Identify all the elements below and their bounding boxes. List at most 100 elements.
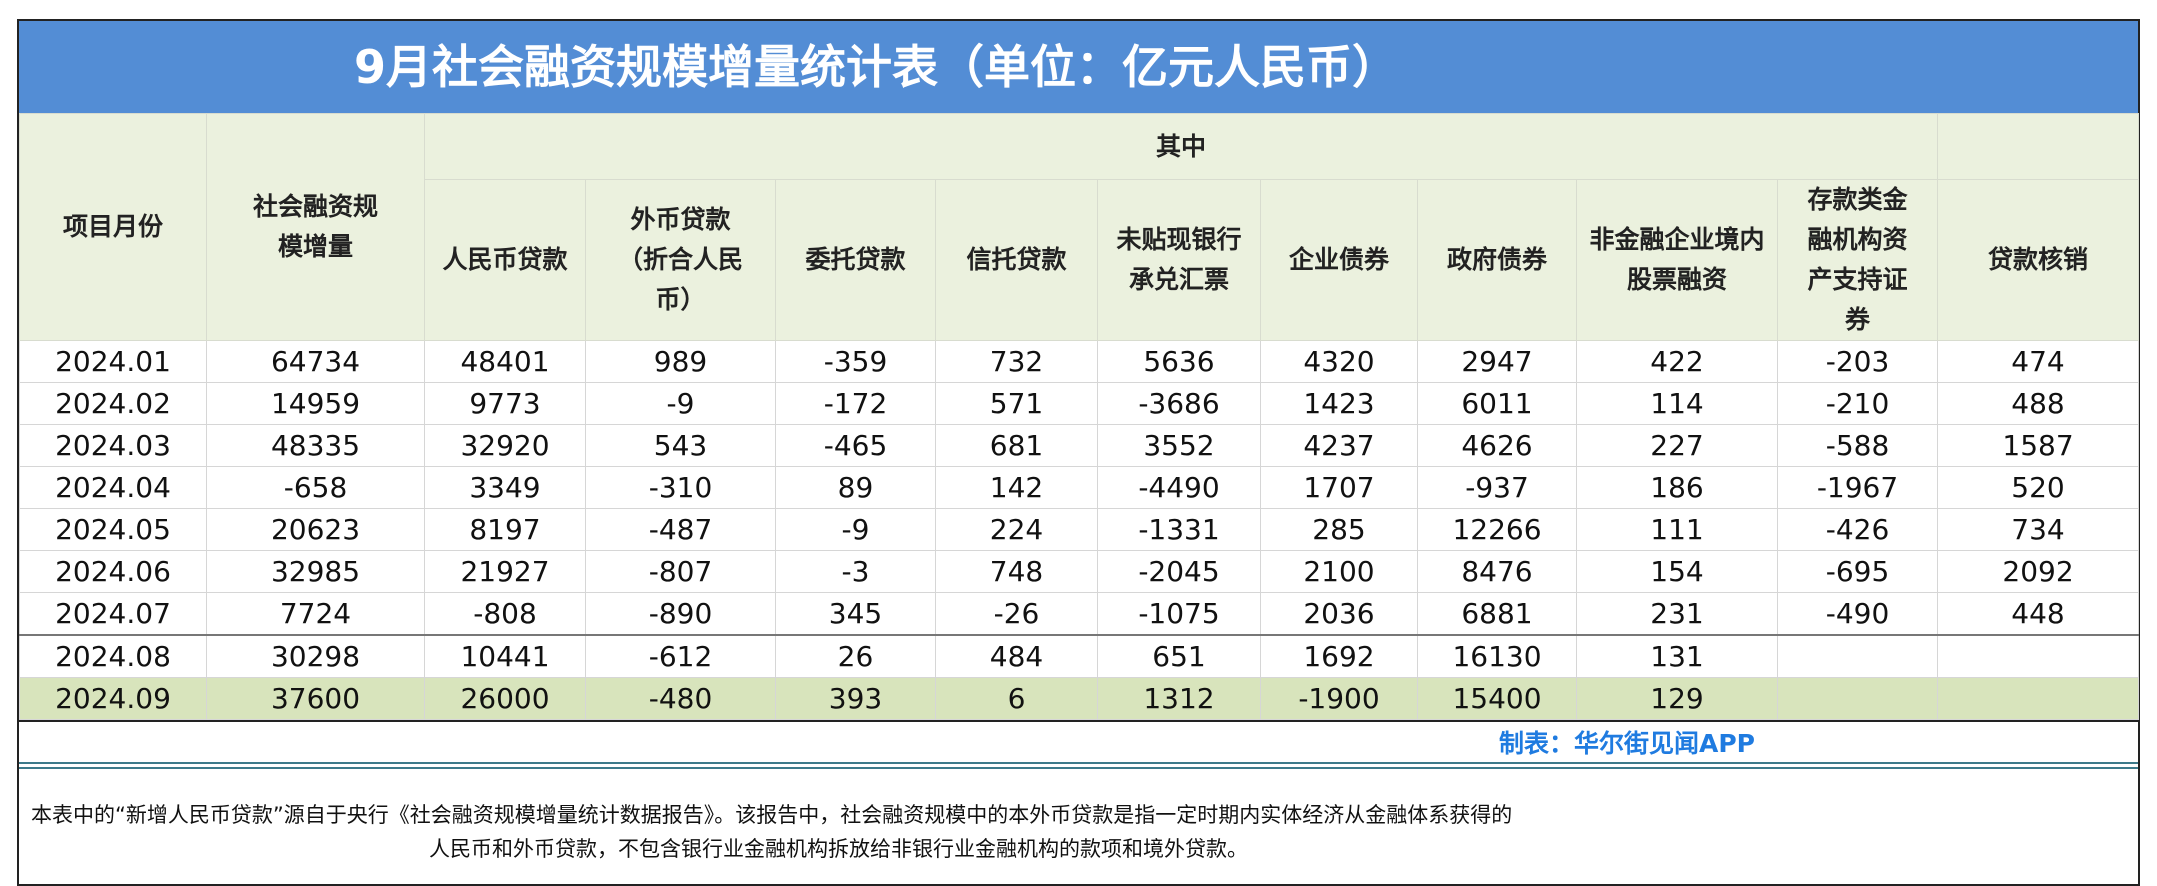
table-cell xyxy=(1937,677,2140,720)
table-cell: -808 xyxy=(424,592,586,636)
table-cell: -9 xyxy=(775,508,936,551)
table-cell xyxy=(1937,634,2140,678)
table-cell: -612 xyxy=(585,634,776,678)
table-cell: 6881 xyxy=(1417,592,1577,636)
header-col-9: 贷款核销 xyxy=(1937,179,2140,341)
table-cell: 345 xyxy=(775,592,936,636)
table-cell: 8476 xyxy=(1417,550,1577,593)
table-cell: -1331 xyxy=(1097,508,1261,551)
table-cell: 26 xyxy=(775,634,936,678)
table-cell: 114 xyxy=(1576,382,1778,425)
table-cell: 89 xyxy=(775,466,936,509)
table-cell: -937 xyxy=(1417,466,1577,509)
table-cell: 2024.06 xyxy=(19,550,207,593)
header-blank xyxy=(1937,113,2140,180)
table-cell: 227 xyxy=(1576,424,1778,467)
table-cell: -487 xyxy=(585,508,776,551)
table-cell: -465 xyxy=(775,424,936,467)
table-cell: -4490 xyxy=(1097,466,1261,509)
table-cell: 142 xyxy=(935,466,1098,509)
table-cell: 748 xyxy=(935,550,1098,593)
table-cell: 989 xyxy=(585,340,776,383)
table-row: 2024.02 14959 9773 -9 -172 571 -3686 1423 6011 11… xyxy=(19,382,2140,425)
table-cell: 1707 xyxy=(1260,466,1418,509)
table-title: 9月社会融资规模增量统计表（单位：亿元人民币） xyxy=(19,21,2138,113)
table-cell: 2024.07 xyxy=(19,592,207,636)
table-cell: -1967 xyxy=(1776,466,1939,509)
footnote: 本表中的“新增人民币贷款”源自于央行《社会融资规模增量统计数据报告》。该报告中，… xyxy=(19,769,2138,886)
table-cell: -490 xyxy=(1776,592,1939,636)
header-col-0: 人民币贷款 xyxy=(424,179,586,341)
table-cell: -588 xyxy=(1776,424,1939,467)
stats-table-sheet: 9月社会融资规模增量统计表（单位：亿元人民币） 项目月份 社会融资规模增量 其中… xyxy=(17,19,2140,886)
table-cell: 484 xyxy=(935,634,1098,678)
table-row: 2024.06 32985 21927 -807 -3 748 -2045 2100 8476 1… xyxy=(19,550,2140,593)
header-col-7: 非金融企业境内股票融资 xyxy=(1576,179,1778,341)
table-cell: 6011 xyxy=(1417,382,1577,425)
footnote-line-2: 人民币和外币贷款，不包含银行业金融机构拆放给非银行业金融机构的款项和境外贷款。 xyxy=(429,837,1248,861)
table-cell: 32920 xyxy=(424,424,586,467)
table-row: 2024.09 37600 26000 -480 393 6 1312 -1900 15400 1… xyxy=(19,677,2140,720)
table-cell: -26 xyxy=(935,592,1098,636)
table-cell: 422 xyxy=(1576,340,1778,383)
table-cell: 2024.05 xyxy=(19,508,207,551)
table-cell: 1423 xyxy=(1260,382,1418,425)
table-cell: 2024.02 xyxy=(19,382,207,425)
table-cell: -1075 xyxy=(1097,592,1261,636)
table-cell: 231 xyxy=(1576,592,1778,636)
table-cell: 2036 xyxy=(1260,592,1418,636)
table-cell: 734 xyxy=(1937,508,2140,551)
double-divider xyxy=(19,762,2138,769)
table-cell: 154 xyxy=(1576,550,1778,593)
table-cell: 48401 xyxy=(424,340,586,383)
header-total: 社会融资规模增量 xyxy=(206,113,425,341)
table-cell: 393 xyxy=(775,677,936,720)
table-cell: 129 xyxy=(1576,677,1778,720)
table-cell: 571 xyxy=(935,382,1098,425)
financing-table: 项目月份 社会融资规模增量 其中 人民币贷款 外币贷款（折合人民币） 委托贷款 信托贷… xyxy=(19,113,2140,720)
table-cell: 2024.01 xyxy=(19,340,207,383)
table-cell: 111 xyxy=(1576,508,1778,551)
table-cell: 1587 xyxy=(1937,424,2140,467)
table-cell: -3 xyxy=(775,550,936,593)
table-cell: 488 xyxy=(1937,382,2140,425)
table-cell: 8197 xyxy=(424,508,586,551)
table-cell: -1900 xyxy=(1260,677,1418,720)
table-cell: -807 xyxy=(585,550,776,593)
table-cell: 3552 xyxy=(1097,424,1261,467)
table-cell: 474 xyxy=(1937,340,2140,383)
table-cell: -9 xyxy=(585,382,776,425)
table-cell: 2100 xyxy=(1260,550,1418,593)
table-cell: 1692 xyxy=(1260,634,1418,678)
table-cell: 16130 xyxy=(1417,634,1577,678)
table-cell: 21927 xyxy=(424,550,586,593)
header-col-6: 政府债券 xyxy=(1417,179,1577,341)
table-cell: 14959 xyxy=(206,382,425,425)
table-cell: 4320 xyxy=(1260,340,1418,383)
table-cell: 681 xyxy=(935,424,1098,467)
table-cell: -3686 xyxy=(1097,382,1261,425)
header-col-4: 未贴现银行承兑汇票 xyxy=(1097,179,1261,341)
table-cell: 131 xyxy=(1576,634,1778,678)
table-cell: -658 xyxy=(206,466,425,509)
table-cell: 2024.09 xyxy=(19,677,207,720)
table-row: 2024.08 30298 10441 -612 26 484 651 1692 16130 13… xyxy=(19,634,2140,678)
credit-label: 制表：华尔街见闻APP xyxy=(1499,729,1755,758)
table-cell: 9773 xyxy=(424,382,586,425)
header-col-8: 存款类金融机构资产支持证券 xyxy=(1776,179,1939,341)
table-cell xyxy=(1776,634,1939,678)
table-cell: -2045 xyxy=(1097,550,1261,593)
table-cell: -359 xyxy=(775,340,936,383)
table-cell: 4237 xyxy=(1260,424,1418,467)
table-cell: 186 xyxy=(1576,466,1778,509)
table-cell: 2024.03 xyxy=(19,424,207,467)
table-cell: -480 xyxy=(585,677,776,720)
table-row: 2024.01 64734 48401 989 -359 732 5636 4320 2947 4… xyxy=(19,340,2140,383)
table-cell: -695 xyxy=(1776,550,1939,593)
table-row: 2024.07 7724 -808 -890 345 -26 -1075 2036 6881 23… xyxy=(19,592,2140,636)
header-col-3: 信托贷款 xyxy=(935,179,1098,341)
table-cell: 32985 xyxy=(206,550,425,593)
table-cell: 10441 xyxy=(424,634,586,678)
table-cell: 2024.04 xyxy=(19,466,207,509)
table-cell: -172 xyxy=(775,382,936,425)
